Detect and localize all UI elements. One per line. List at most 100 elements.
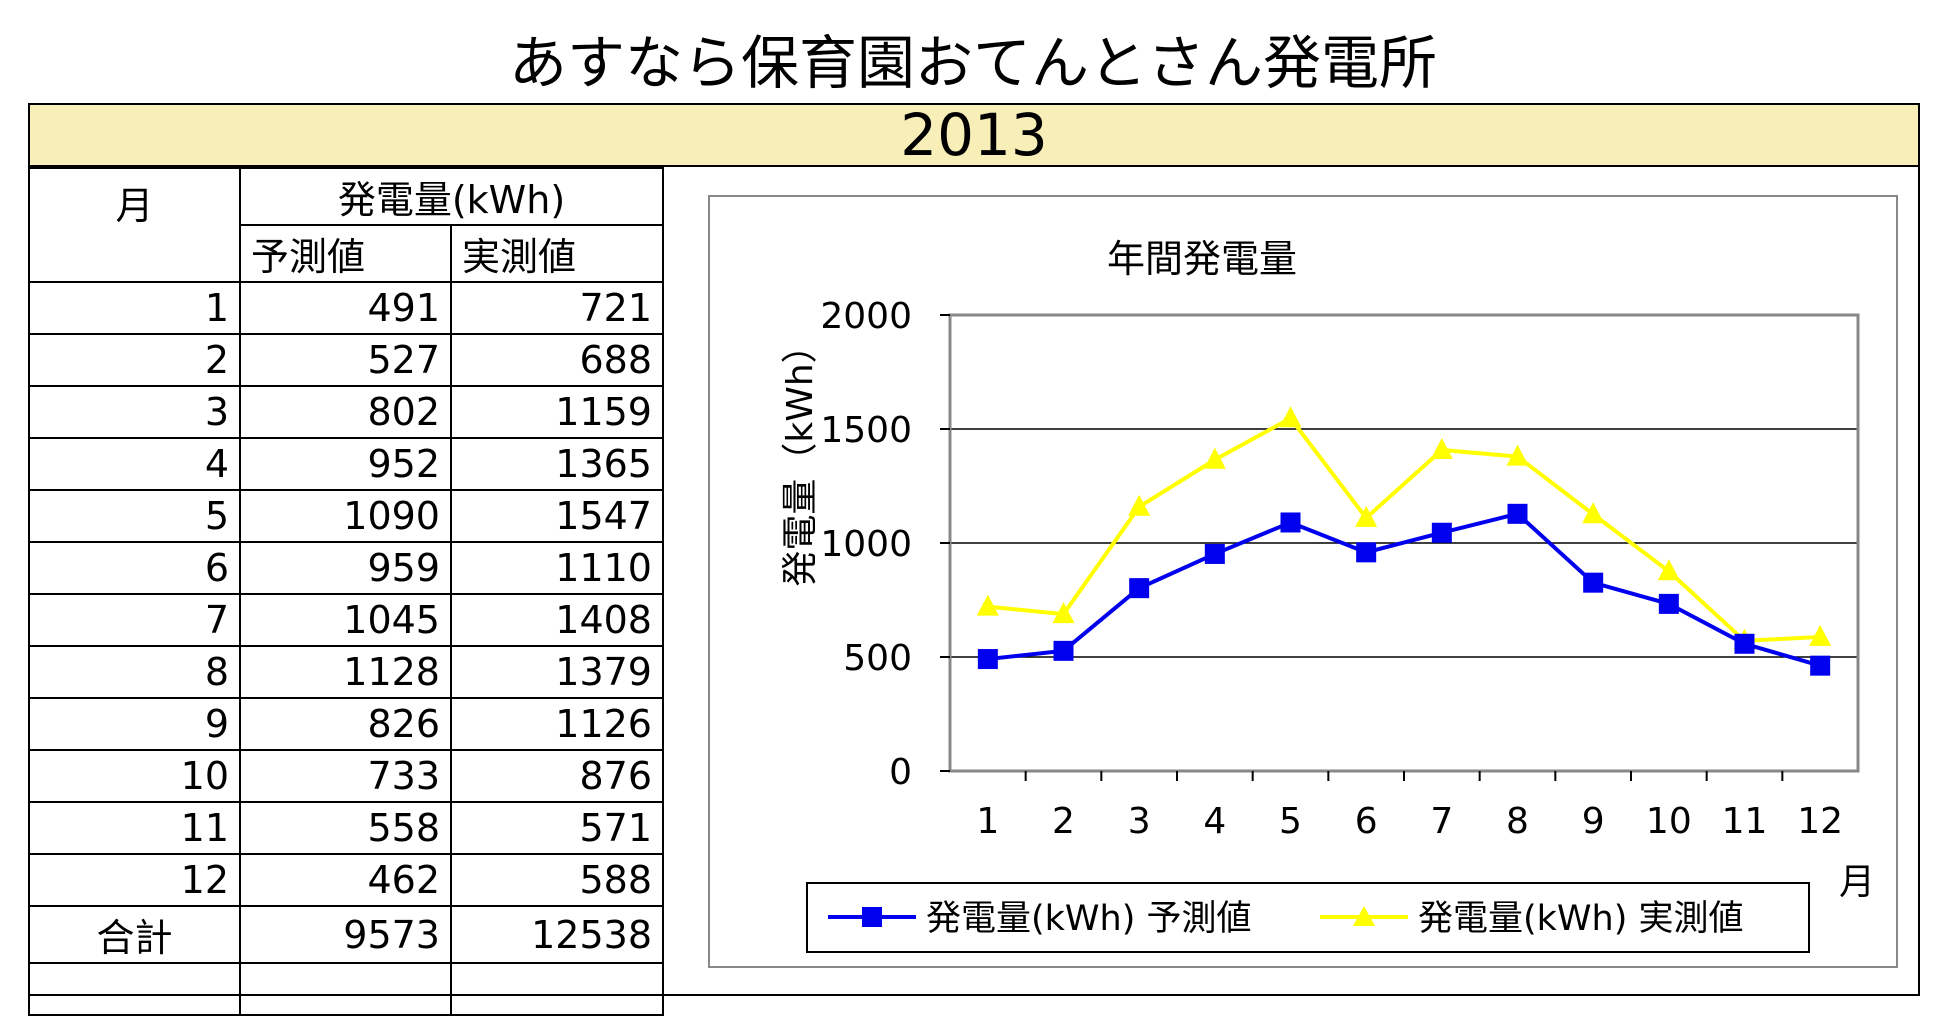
forecast-cell: 959 <box>239 541 452 595</box>
data-point-forecast <box>1356 542 1377 563</box>
y-tick-label: 1000 <box>820 524 912 565</box>
data-point-actual <box>976 594 999 616</box>
legend-forecast-marker <box>862 907 882 927</box>
data-point-actual <box>1203 447 1226 469</box>
data-point-forecast <box>1507 503 1528 524</box>
legend-actual-label: 発電量(kWh) 実測値 <box>1418 899 1744 939</box>
table-row: 11 558 571 <box>28 801 664 855</box>
total-forecast: 9573 <box>239 905 452 964</box>
table-row: 2 527 688 <box>28 333 664 387</box>
x-tick-label: 3 <box>1128 801 1151 842</box>
forecast-cell: 826 <box>239 697 452 751</box>
x-tick-label: 1 <box>976 801 999 842</box>
month-cell: 6 <box>28 541 241 595</box>
month-cell: 10 <box>28 749 241 803</box>
forecast-cell: 1128 <box>239 645 452 699</box>
y-tick-label: 2000 <box>820 296 912 337</box>
data-point-forecast <box>1810 655 1831 676</box>
x-tick-label: 4 <box>1203 801 1226 842</box>
x-tick-label: 2 <box>1052 801 1075 842</box>
empty-cell <box>239 962 452 1016</box>
actual-cell: 1365 <box>450 437 664 491</box>
actual-cell: 571 <box>450 801 664 855</box>
forecast-cell: 558 <box>239 801 452 855</box>
legend-actual-marker <box>1353 906 1375 926</box>
actual-cell: 688 <box>450 333 664 387</box>
x-tick-label: 7 <box>1430 801 1453 842</box>
legend-box <box>806 882 1810 953</box>
table-row: 1 491 721 <box>28 281 664 335</box>
actual-cell: 1408 <box>450 593 664 647</box>
month-header: 月 <box>28 167 241 283</box>
data-point-actual <box>1052 602 1075 624</box>
actual-cell: 1159 <box>450 385 664 439</box>
month-cell: 5 <box>28 489 241 543</box>
x-tick-label: 10 <box>1646 801 1692 842</box>
table-row: 10 733 876 <box>28 749 664 803</box>
series-line <box>987 415 1821 643</box>
total-label: 合計 <box>28 905 241 964</box>
data-point-actual <box>1809 624 1832 646</box>
month-cell: 7 <box>28 593 241 647</box>
month-cell: 1 <box>28 281 241 335</box>
x-tick-label: 6 <box>1355 801 1378 842</box>
legend-forecast-label: 発電量(kWh) 予測値 <box>926 899 1252 939</box>
data-point-forecast <box>1053 640 1074 661</box>
table-row: 8 1128 1379 <box>28 645 664 699</box>
forecast-cell: 491 <box>239 281 452 335</box>
empty-cell <box>28 962 241 1016</box>
series-actual <box>976 406 1832 650</box>
page-title: あすなら保育園おてんとさん発電所 <box>508 29 1437 97</box>
y-axis-label: 発電量（kWh） <box>780 327 821 586</box>
data-point-actual <box>1657 559 1680 581</box>
forecast-cell: 1045 <box>239 593 452 647</box>
empty-cell <box>450 962 664 1016</box>
data-point-actual <box>1355 505 1378 527</box>
chart-area: 年間発電量 発電量（kWh） 月 0 500 1000 1500 2000 1 2 3 4 5 6 7… <box>708 195 1898 968</box>
forecast-cell: 733 <box>239 749 452 803</box>
data-point-forecast <box>1129 578 1150 599</box>
table-row: 7 1045 1408 <box>28 593 664 647</box>
table-row: 3 802 1159 <box>28 385 664 439</box>
y-tick-label: 0 <box>889 752 912 793</box>
x-tick-label: 12 <box>1797 801 1843 842</box>
total-actual: 12538 <box>450 905 664 964</box>
data-point-forecast <box>1583 572 1604 593</box>
data-point-actual <box>1128 494 1151 516</box>
x-tick-label: 5 <box>1279 801 1302 842</box>
data-point-forecast <box>1734 633 1755 654</box>
actual-cell: 1126 <box>450 697 664 751</box>
month-cell: 3 <box>28 385 241 439</box>
table-row: 4 952 1365 <box>28 437 664 491</box>
month-cell: 12 <box>28 853 241 907</box>
generation-group-header: 発電量(kWh) <box>239 167 664 226</box>
data-point-forecast <box>1431 522 1452 543</box>
x-tick-label: 8 <box>1506 801 1529 842</box>
series-line <box>987 511 1821 668</box>
month-cell: 4 <box>28 437 241 491</box>
month-cell: 9 <box>28 697 241 751</box>
actual-cell: 721 <box>450 281 664 335</box>
data-point-forecast <box>1280 512 1301 533</box>
series-layer <box>976 406 1832 676</box>
x-axis-label: 月 <box>1839 862 1875 903</box>
actual-cell: 588 <box>450 853 664 907</box>
year-banner: 2013 <box>28 103 1920 167</box>
data-point-actual <box>1506 444 1529 466</box>
series-forecast <box>977 503 1831 676</box>
actual-cell: 1110 <box>450 541 664 595</box>
data-point-forecast <box>1658 593 1679 614</box>
actual-cell: 1379 <box>450 645 664 699</box>
data-point-forecast <box>977 649 998 670</box>
forecast-cell: 802 <box>239 385 452 439</box>
x-tick-label: 9 <box>1582 801 1605 842</box>
generation-table: 月 発電量(kWh) 予測値 実測値 1 491 721 2 527 688 3 802 115… <box>28 167 664 1016</box>
month-cell: 11 <box>28 801 241 855</box>
chart-title: 年間発電量 <box>1107 237 1297 281</box>
forecast-cell: 462 <box>239 853 452 907</box>
table-row: 6 959 1110 <box>28 541 664 595</box>
table-body: 1 491 721 2 527 688 3 802 1159 4 952 1365 5 1090 1547 6… <box>28 281 664 907</box>
forecast-cell: 527 <box>239 333 452 387</box>
